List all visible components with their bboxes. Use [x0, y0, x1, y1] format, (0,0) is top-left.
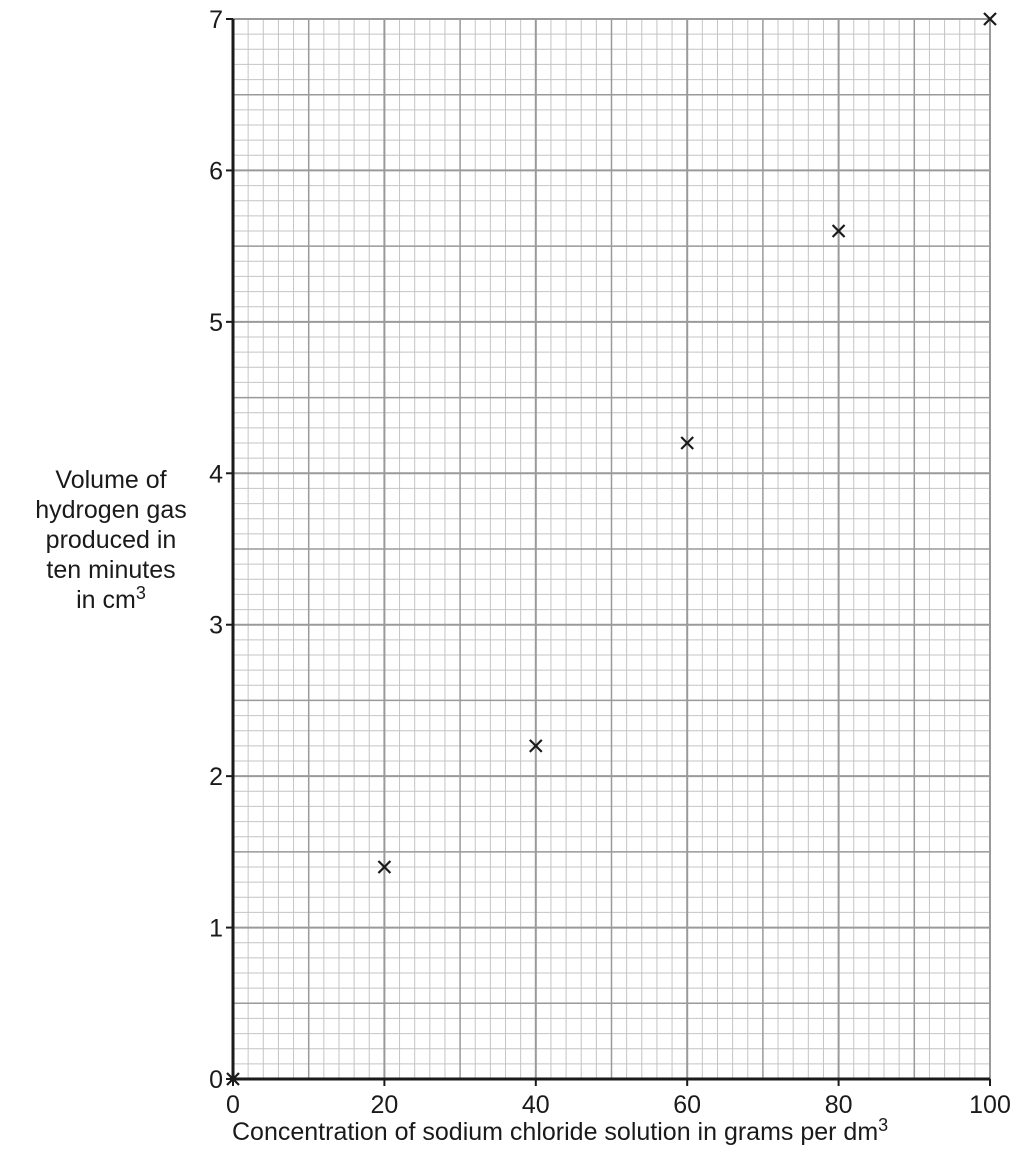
data-point-stroke: [983, 12, 997, 26]
data-point: [680, 436, 694, 450]
x-tick-label: 0: [226, 1091, 240, 1119]
y-tick-label: 2: [209, 763, 223, 791]
y-tick-label: 0: [209, 1066, 223, 1094]
data-point: [226, 1072, 240, 1086]
data-point: [983, 12, 997, 26]
data-point-stroke: [226, 1072, 240, 1086]
y-axis-label-superscript: 3: [135, 583, 146, 603]
x-tick-label: 20: [370, 1091, 398, 1119]
y-tick-label: 7: [209, 6, 223, 34]
y-tick-labels: 0 1 2 3 4 5 6 7: [209, 6, 223, 1094]
data-point-stroke: [680, 436, 694, 450]
x-axis-label-text: Concentration of sodium chloride solutio…: [232, 1118, 879, 1146]
data-point: [377, 860, 392, 874]
y-axis-label-line-1: Volume of: [55, 466, 167, 494]
x-tick-label: 60: [673, 1091, 701, 1119]
data-point: [529, 739, 543, 753]
y-axis-label-line-3: produced in: [45, 526, 177, 554]
axes: [226, 18, 991, 1086]
y-axis-label: Volume of hydrogen gas produced in ten m…: [0, 465, 222, 615]
y-tick-label: 4: [209, 460, 223, 488]
y-axis-label-unit: in cm: [76, 586, 136, 614]
x-tick-label: 40: [522, 1091, 550, 1119]
x-axis-label-superscript: 3: [878, 1115, 889, 1135]
data-point-stroke: [529, 739, 543, 753]
data-point-stroke: [831, 224, 846, 238]
y-tick-label: 1: [209, 915, 223, 943]
data-point-stroke: [377, 860, 392, 874]
y-axis-label-line-2: hydrogen gas: [35, 496, 187, 524]
y-tick-label: 3: [209, 612, 223, 640]
data-points: [226, 12, 997, 1086]
y-axis-label-line-4: ten minutes: [46, 556, 176, 584]
x-tick-label: 80: [825, 1091, 853, 1119]
major-grid: [232, 18, 991, 1080]
y-axis-label-line-5: in cm3: [0, 583, 222, 615]
x-tick-labels: 0 20 40 60 80 100: [226, 1091, 1011, 1119]
y-tick-label: 6: [209, 157, 223, 185]
data-point: [831, 224, 846, 238]
x-tick-label: 100: [969, 1091, 1011, 1119]
y-tick-label: 5: [209, 309, 223, 337]
x-axis-label: Concentration of sodium chloride solutio…: [232, 1115, 889, 1147]
